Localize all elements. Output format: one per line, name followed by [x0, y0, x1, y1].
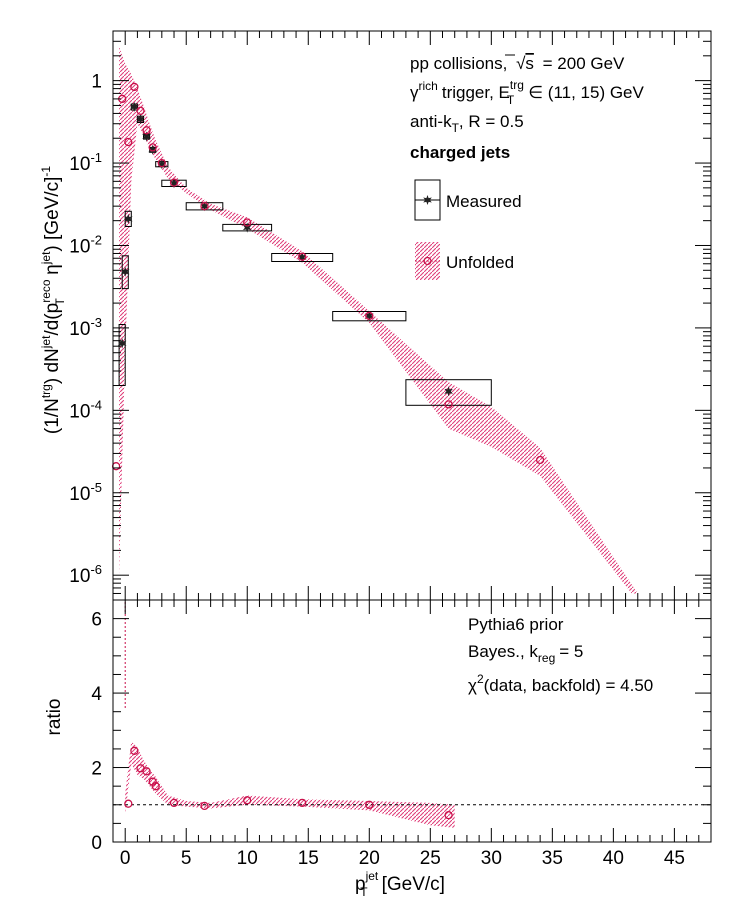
bottom-ticks: [112, 599, 712, 843]
x-tick-label: 25: [420, 848, 441, 869]
legend-star-glyph: [423, 195, 432, 205]
unfolded-point-12: [365, 311, 374, 321]
bottom-y-tick-label: 0: [91, 833, 102, 854]
top-y-tick-label: 1: [91, 72, 102, 93]
annotation-trigger: γrich trigger, Etrg T ∈ (11, 15) GeV: [410, 78, 645, 107]
measured-point-1: [120, 266, 130, 277]
measured-point-9: [200, 201, 209, 212]
bottom-y-tick-label: 6: [91, 610, 102, 631]
x-tick-label: 40: [603, 848, 624, 869]
bottom-y-tick-label: 2: [91, 759, 102, 780]
measured-point-4: [136, 114, 145, 125]
y-axis-title: (1/Ntrg) dNjet/d(precoT ηjet) [GeV/c]-1: [39, 166, 67, 434]
unfolded-band: [119, 46, 638, 594]
x-tick-label: 20: [359, 848, 380, 869]
ratio-point-1: [130, 746, 139, 755]
ratio-band: [124, 600, 455, 828]
measured-box-0: [118, 324, 126, 386]
unfolded-point-4: [136, 106, 145, 115]
ratio-point-3: [142, 767, 151, 776]
measured-point-5: [142, 131, 151, 142]
data-points: [111, 82, 545, 471]
ratio-point-8: [243, 796, 252, 805]
top-y-tick-label: 10-3: [69, 315, 102, 340]
unfolded-uncertainty-band: [119, 46, 638, 594]
unfolded-point-6: [148, 143, 157, 152]
ratio-point-0: [124, 799, 133, 808]
measured-box-13: [405, 379, 492, 406]
ratio-uncertainty-band: [125, 741, 455, 828]
annotation-charged-jets: charged jets: [410, 143, 510, 162]
legend: Measured Unfolded: [414, 179, 522, 280]
unfolded-point-7: [157, 158, 166, 168]
bottom-y-tick-label: 4: [91, 684, 102, 705]
annotation-collisions: pp collisions, √s = 200 GeV: [410, 54, 625, 73]
x-tick-label: 30: [481, 848, 502, 869]
ratio-point-10: [365, 800, 374, 809]
unfolded-point-2: [124, 137, 133, 147]
ratio-point-11: [444, 811, 453, 820]
x-tick-label: 0: [120, 848, 131, 869]
top-y-tick-label: 10-5: [69, 480, 102, 505]
ratio-point-5: [151, 782, 160, 791]
legend-unfolded-marker: [423, 256, 432, 266]
top-annotations: pp collisions, √s = 200 GeV γrich trigger…: [410, 54, 645, 162]
bottom-y-tick-labels: 0 2 4 6: [91, 610, 102, 854]
top-y-tick-label: 10-2: [69, 232, 102, 257]
measured-point-0: [117, 338, 127, 349]
unfolded-point-11: [298, 252, 307, 261]
measured-box-1: [121, 255, 129, 290]
x-tick-label: 5: [181, 848, 192, 869]
measured-point-7: [157, 159, 167, 170]
measured-point-8: [169, 178, 179, 189]
annotation-chi2: χ2(data, backfold) = 4.50: [468, 672, 653, 695]
bottom-annotations: Pythia6 prior Bayes., kreg = 5 χ2(data, b…: [468, 615, 653, 695]
annotation-unfolding-method: Bayes., kreg = 5: [468, 642, 583, 665]
annotation-prior: Pythia6 prior: [468, 615, 564, 634]
measured-point-6: [148, 144, 157, 155]
x-tick-label: 10: [237, 848, 258, 869]
unfolded-point-8: [169, 178, 179, 187]
x-tick-label: 35: [542, 848, 563, 869]
measured-point-13: [444, 386, 453, 397]
measured-point-2: [123, 213, 133, 224]
ratio-point-6: [169, 798, 179, 808]
x-tick-label: 45: [664, 848, 685, 869]
unfolded-point-3: [130, 82, 139, 92]
x-tick-label: 15: [298, 848, 319, 869]
ratio-plot: 0 2 4 6 0 5 10 15 20 25 30 35 40 45: [91, 599, 712, 869]
unfolded-point-9: [200, 202, 209, 211]
spectrum-plot: 10-6 10-5 10-4 10-3 10-2 10-1 1: [69, 30, 712, 601]
unfolded-point-0: [111, 462, 121, 471]
unfolded-point-10: [243, 218, 252, 227]
x-tick-labels: 0 5 10 15 20 25 30 35 40 45: [120, 848, 685, 869]
top-y-tick-label: 10-4: [69, 397, 102, 422]
top-y-tick-label: 10-6: [69, 562, 102, 587]
top-y-tick-label: 10-1: [69, 150, 102, 175]
unfolded-point-5: [142, 126, 151, 135]
legend-measured-label: Measured: [446, 192, 522, 211]
annotation-algorithm: anti-kT, R = 0.5: [410, 112, 524, 135]
measured-point-12: [365, 310, 374, 321]
top-y-tick-labels: 10-6 10-5 10-4 10-3 10-2 10-1 1: [69, 72, 102, 588]
measured-point-10: [242, 222, 252, 233]
bottom-frame: [112, 599, 712, 843]
measured-point-11: [297, 252, 307, 263]
legend-unfolded-label: Unfolded: [446, 253, 514, 272]
legend-unfolded: Unfolded: [415, 242, 514, 280]
ratio-point-7: [200, 801, 209, 811]
legend-measured-marker: [423, 195, 432, 205]
top-ticks: [112, 30, 712, 601]
ratio-point-9: [298, 798, 307, 808]
unfolded-point-14: [535, 455, 545, 465]
ratio-axis-title: ratio: [44, 699, 65, 736]
measured-point-3: [130, 101, 139, 112]
legend-measured: Measured: [414, 179, 522, 221]
ratio-points: [124, 746, 453, 820]
measured-box-2: [124, 210, 132, 228]
x-axis-title: pjet T [GeV/c]: [355, 869, 445, 899]
unfolded-point-13: [444, 400, 453, 409]
